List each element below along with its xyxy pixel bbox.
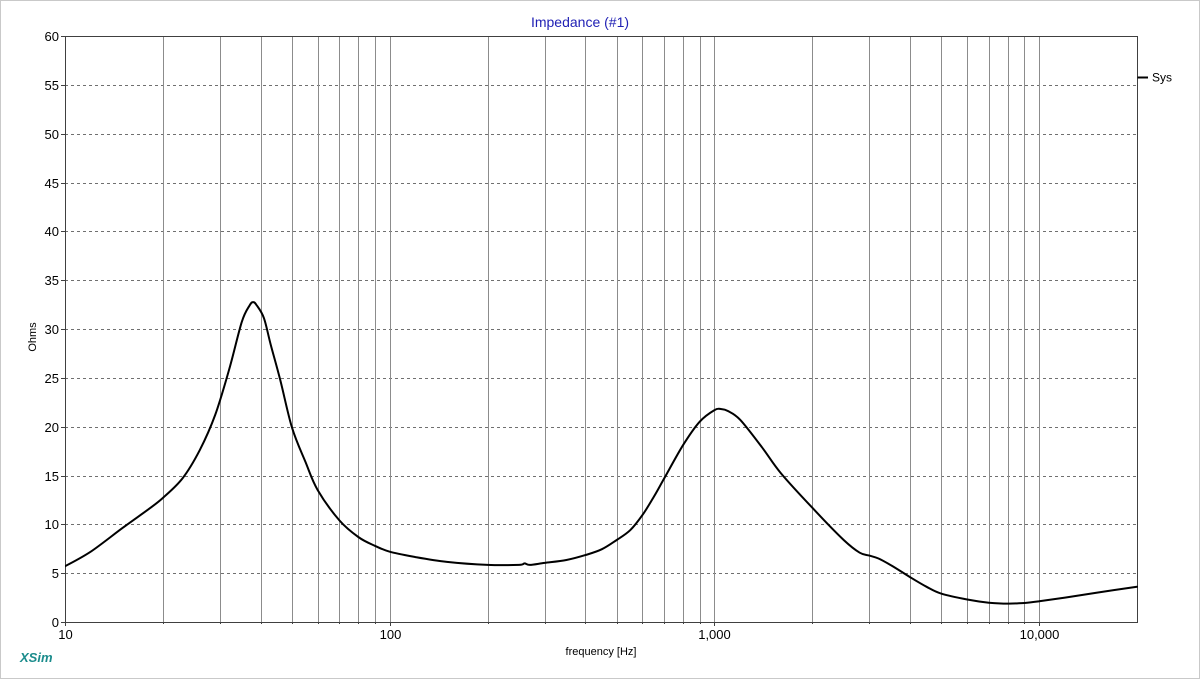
- y-tick-label: 20: [45, 420, 59, 435]
- plot-area: [65, 36, 1138, 623]
- x-axis-tick-labels: 10 100 1,000 10,000: [58, 627, 1059, 642]
- vertical-grid: [163, 36, 1040, 622]
- y-tick-label: 55: [45, 78, 59, 93]
- y-tick-label: 5: [52, 566, 59, 581]
- y-tick-label: 50: [45, 127, 59, 142]
- x-axis-label: frequency [Hz]: [566, 646, 637, 658]
- y-tick-label: 15: [45, 469, 59, 484]
- impedance-curve: [65, 301, 1138, 605]
- y-axis-tick-labels: 0 5 10 15 20 25 30 35 40 45 50 55 60: [45, 29, 59, 630]
- y-axis-label: Ohms: [27, 322, 39, 352]
- x-tick-label: 100: [380, 627, 402, 642]
- y-tick-label: 10: [45, 517, 59, 532]
- y-tick-label: 25: [45, 371, 59, 386]
- y-tick-label: 45: [45, 176, 59, 191]
- horizontal-grid: [65, 85, 1137, 574]
- y-tick-label: 40: [45, 224, 59, 239]
- x-axis-ticks: [65, 622, 1040, 626]
- x-tick-label: 10: [58, 627, 72, 642]
- chart-title: Impedance (#1): [531, 14, 629, 30]
- x-tick-label: 10,000: [1020, 627, 1060, 642]
- y-axis-ticks: [61, 36, 65, 623]
- y-tick-label: 60: [45, 29, 59, 44]
- xsim-brand: XSim: [19, 650, 53, 665]
- legend-label: Sys: [1152, 71, 1172, 85]
- y-tick-label: 35: [45, 273, 59, 288]
- x-tick-label: 1,000: [698, 627, 731, 642]
- legend: Sys: [1137, 71, 1172, 85]
- y-tick-label: 0: [52, 615, 59, 630]
- y-tick-label: 30: [45, 322, 59, 337]
